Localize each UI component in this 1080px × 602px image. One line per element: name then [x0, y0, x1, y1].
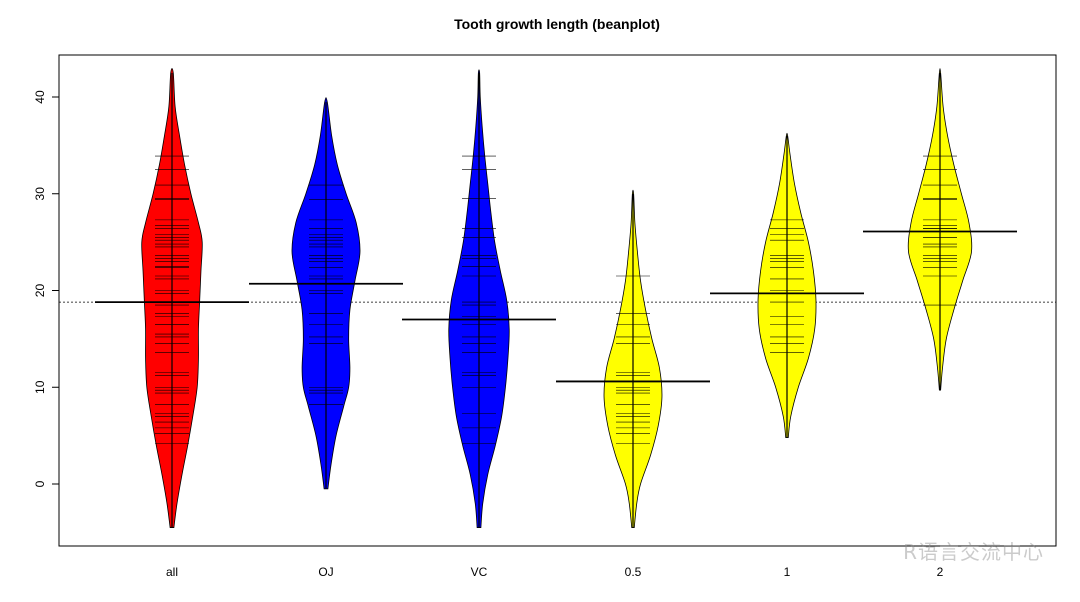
bean-VC — [402, 69, 556, 528]
bean-OJ — [249, 97, 403, 490]
bean-0.5 — [556, 189, 710, 528]
chart-title: Tooth growth length (beanplot) — [454, 16, 660, 32]
bean-group — [59, 68, 1056, 528]
y-tick-label: 20 — [33, 284, 47, 298]
y-tick-label: 30 — [33, 187, 47, 201]
x-tick-label: all — [166, 565, 178, 579]
bean-all — [95, 68, 249, 528]
bean-1 — [710, 132, 864, 438]
plot-frame — [58, 54, 1057, 547]
bean-2 — [863, 68, 1017, 391]
x-axis: all OJ VC 0.5 1 2 — [166, 565, 944, 579]
watermark-text: R语言交流中心 — [903, 540, 1044, 564]
y-tick-label: 0 — [33, 480, 47, 487]
x-tick-label: 0.5 — [625, 565, 642, 579]
x-tick-label: OJ — [318, 565, 333, 579]
x-tick-label: 2 — [937, 565, 944, 579]
y-tick-label: 40 — [33, 90, 47, 104]
x-tick-label: 1 — [784, 565, 791, 579]
x-tick-label: VC — [471, 565, 488, 579]
y-axis: 0 10 20 30 40 — [33, 90, 59, 487]
y-tick-label: 10 — [33, 380, 47, 394]
